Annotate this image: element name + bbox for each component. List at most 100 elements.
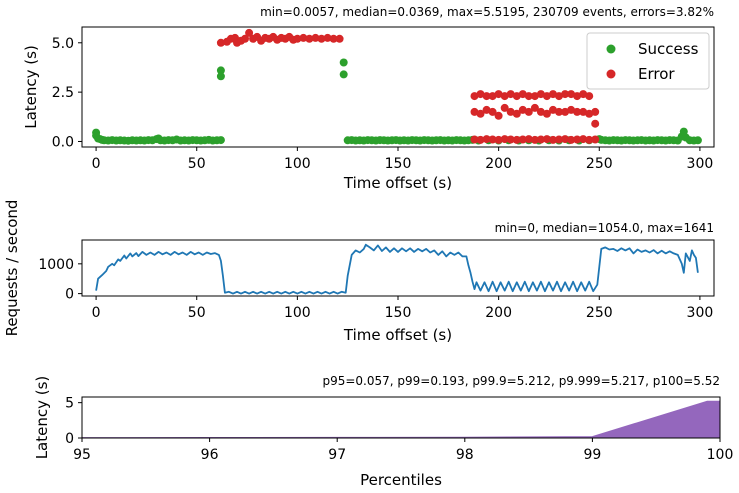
data-point-error [591,119,600,128]
y-tick-label: 5 [65,396,74,412]
stats-text: min=0.0057, median=0.0369, max=5.5195, 2… [260,5,714,19]
data-point-error [561,90,570,99]
data-point-success [216,136,225,145]
data-point-error [317,34,326,43]
data-point-error [500,135,509,144]
x-tick-label: 95 [73,447,91,463]
data-point-error [585,92,594,101]
data-point-error [567,135,576,144]
data-point-error [555,135,563,144]
data-point-error [482,92,491,101]
data-point-success [693,136,702,145]
data-point-error [506,107,515,116]
data-point-error [585,109,594,118]
series-error [216,28,600,144]
x-tick-label: 250 [586,305,613,321]
data-point-error [555,92,563,101]
requests-line [95,243,699,295]
data-point-error [216,38,225,47]
x-tick-label: 99 [583,447,601,463]
data-point-success [339,70,348,79]
data-point-error [482,135,491,144]
x-tick-label: 97 [328,447,346,463]
data-point-error [305,34,314,43]
y-tick-label: 0 [65,287,74,303]
data-point-error [488,107,497,116]
data-point-error [245,28,254,37]
data-point-error [573,107,582,116]
data-point-error [579,107,588,116]
legend-label-success: Success [638,40,699,58]
data-point-error [524,135,533,144]
x-tick-label: 150 [385,305,412,321]
data-point-error [524,92,533,101]
data-point-error [561,135,570,144]
data-point-error [530,103,539,112]
data-point-error [549,135,557,144]
data-point-error [512,109,521,118]
axes-frame [81,396,721,439]
data-point-error [518,135,527,144]
data-point-error [506,135,515,144]
data-point-error [573,135,582,144]
data-point-error [323,33,332,42]
legend-box [586,32,710,90]
x-tick-label: 300 [687,156,714,172]
data-point-error [524,107,533,116]
y-tick-label: 2.5 [52,85,74,101]
data-point-error [470,107,479,116]
data-point-error [329,34,338,43]
data-point-error [579,135,588,144]
data-point-error [542,109,551,118]
axes-frame [81,239,715,297]
legend-marker-success [606,44,616,54]
x-axis-label: Percentiles [360,471,442,489]
data-point-error [591,135,600,144]
x-tick-label: 250 [586,156,613,172]
legend-marker-error [606,69,616,79]
data-point-error [241,34,249,43]
data-point-error [585,135,594,144]
x-axis-label: Time offset (s) [343,174,452,192]
data-point-error [311,33,320,42]
chart-panel-3: 95 96 97 98 99 100 0 5 Percentiles Latency (s) p95… [33,374,733,489]
data-point-error [293,34,302,43]
chart-panel-1: 0 50 100 150 200 250 300 0.0 2.5 5.0 Time offset (… [22,5,715,192]
data-point-error [470,135,479,144]
x-tick-label: 96 [201,447,219,463]
x-tick-label: 0 [92,305,101,321]
y-axis-label: Latency (s) [22,45,40,129]
stats-text: min=0, median=1054.0, max=1641 [495,221,714,235]
data-point-error [476,90,485,99]
x-tick-label: 300 [687,305,714,321]
x-tick-label: 100 [707,447,734,463]
y-tick-label: 0 [65,431,74,447]
x-tick-label: 200 [485,156,512,172]
data-point-error [591,107,600,116]
y-axis-label: Requests / second [3,200,21,337]
data-point-error [536,135,545,144]
data-point-error [536,107,545,116]
chart-panel-2: 0 50 100 150 200 250 300 0 1000 Time offset (s) Re… [3,200,715,344]
data-point-error [494,90,503,99]
data-point-error [542,92,551,101]
data-point-error [573,92,582,101]
data-point-error [542,135,551,144]
x-tick-label: 100 [284,305,311,321]
data-point-error [500,103,509,112]
x-tick-label: 100 [284,156,311,172]
stats-text: p95=0.057, p99=0.193, p99.9=5.212, p9.99… [322,374,720,388]
data-point-error [506,90,515,99]
x-axis-label: Time offset (s) [343,326,452,344]
x-tick-label: 150 [385,156,412,172]
data-point-error [512,135,521,144]
x-tick-label: 0 [92,156,101,172]
legend: Success Error [586,32,710,90]
data-point-error [299,33,308,42]
x-tick-label: 50 [188,305,206,321]
data-point-error [494,135,503,144]
data-point-error [476,109,485,118]
y-tick-label: 0.0 [52,134,74,150]
data-point-success [339,58,348,67]
